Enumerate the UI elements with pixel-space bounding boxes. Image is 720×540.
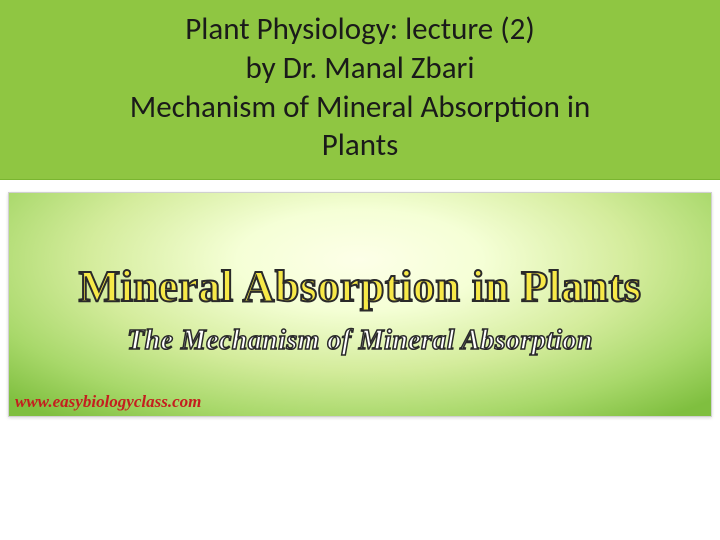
header-line-1: Plant Physiology: lecture (2)	[20, 10, 700, 49]
banner-watermark: www.easybiologyclass.com	[15, 392, 201, 412]
header-line-2: by Dr. Manal Zbari	[20, 49, 700, 88]
banner-subtitle: The Mechanism of Mineral Absorption	[9, 325, 711, 357]
banner-main-title: Mineral Absorption in Plants	[9, 261, 711, 312]
header-line-3: Mechanism of Mineral Absorption in	[20, 88, 700, 127]
slide-header: Plant Physiology: lecture (2) by Dr. Man…	[0, 0, 720, 180]
banner-image: Mineral Absorption in Plants The Mechani…	[8, 192, 712, 417]
header-line-4: Plants	[20, 126, 700, 165]
